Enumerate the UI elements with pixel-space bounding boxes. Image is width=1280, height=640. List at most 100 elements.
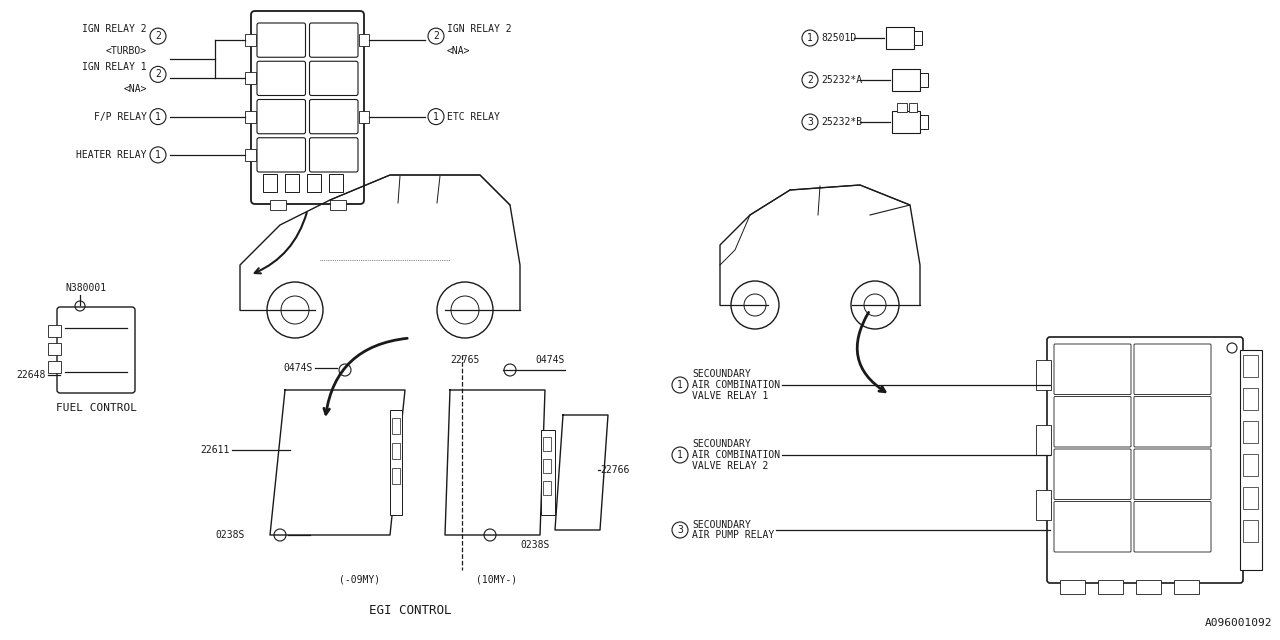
Bar <box>1098 580 1123 594</box>
FancyBboxPatch shape <box>1134 397 1211 447</box>
Text: F/P RELAY: F/P RELAY <box>95 111 147 122</box>
Text: 3: 3 <box>808 117 813 127</box>
Bar <box>891 111 919 133</box>
Bar <box>244 149 256 161</box>
Text: 22765: 22765 <box>451 355 480 365</box>
FancyBboxPatch shape <box>1134 449 1211 499</box>
Text: SECOUNDARY: SECOUNDARY <box>692 439 751 449</box>
FancyBboxPatch shape <box>310 23 358 57</box>
Text: <NA>: <NA> <box>447 46 471 56</box>
Text: 0474S: 0474S <box>284 363 314 373</box>
Text: 25232*B: 25232*B <box>820 117 863 127</box>
Text: 0238S: 0238S <box>215 530 244 540</box>
Text: 1: 1 <box>677 380 684 390</box>
Bar <box>392 468 399 484</box>
Bar <box>1243 421 1258 443</box>
FancyBboxPatch shape <box>1053 397 1132 447</box>
Bar <box>330 200 346 210</box>
Bar <box>891 69 919 91</box>
Text: <TURBO>: <TURBO> <box>106 46 147 56</box>
FancyBboxPatch shape <box>1053 344 1132 394</box>
Bar <box>543 437 550 451</box>
Text: 2: 2 <box>155 31 161 41</box>
Bar <box>1060 580 1085 594</box>
Bar <box>919 73 928 87</box>
Text: AIR PUMP RELAY: AIR PUMP RELAY <box>692 531 774 541</box>
Text: 22611: 22611 <box>201 445 230 455</box>
FancyBboxPatch shape <box>1134 344 1211 394</box>
Polygon shape <box>445 390 545 535</box>
Text: IGN RELAY 2: IGN RELAY 2 <box>82 24 147 34</box>
Text: FUEL CONTROL: FUEL CONTROL <box>55 403 137 413</box>
Text: HEATER RELAY: HEATER RELAY <box>77 150 147 160</box>
FancyBboxPatch shape <box>310 138 358 172</box>
Text: AIR COMBINATION: AIR COMBINATION <box>692 380 780 390</box>
Bar <box>1243 454 1258 476</box>
Text: 25232*A: 25232*A <box>820 75 863 85</box>
FancyBboxPatch shape <box>310 61 358 95</box>
Bar <box>49 343 61 355</box>
Text: (-09MY): (-09MY) <box>339 575 380 585</box>
FancyBboxPatch shape <box>251 11 364 204</box>
Bar <box>886 27 914 49</box>
Bar <box>1243 388 1258 410</box>
FancyBboxPatch shape <box>58 307 134 393</box>
Text: IGN RELAY 2: IGN RELAY 2 <box>447 24 512 34</box>
Text: N380001: N380001 <box>65 283 106 293</box>
Text: 1: 1 <box>808 33 813 43</box>
Text: SECOUNDARY: SECOUNDARY <box>692 369 751 379</box>
FancyBboxPatch shape <box>1053 449 1132 499</box>
Text: 2: 2 <box>433 31 439 41</box>
Text: 1: 1 <box>433 111 439 122</box>
Bar <box>244 111 256 123</box>
FancyBboxPatch shape <box>257 99 306 134</box>
Polygon shape <box>270 390 404 535</box>
Text: 0238S: 0238S <box>520 540 549 550</box>
Bar <box>392 418 399 434</box>
Bar <box>329 174 343 192</box>
Text: 1: 1 <box>155 111 161 122</box>
FancyBboxPatch shape <box>257 61 306 95</box>
FancyBboxPatch shape <box>257 138 306 172</box>
FancyBboxPatch shape <box>310 99 358 134</box>
FancyBboxPatch shape <box>1134 502 1211 552</box>
Bar <box>390 410 402 515</box>
Text: AIR COMBINATION: AIR COMBINATION <box>692 450 780 460</box>
Polygon shape <box>556 415 608 530</box>
Bar <box>270 200 285 210</box>
Bar <box>358 34 369 46</box>
Bar <box>49 361 61 373</box>
Bar <box>1243 487 1258 509</box>
Text: 82501D: 82501D <box>820 33 856 43</box>
Bar <box>49 325 61 337</box>
Bar <box>541 430 556 515</box>
Bar <box>1174 580 1199 594</box>
FancyBboxPatch shape <box>1047 337 1243 583</box>
Bar <box>244 34 256 46</box>
Text: 1: 1 <box>677 450 684 460</box>
Text: IGN RELAY 1: IGN RELAY 1 <box>82 62 147 72</box>
Text: SECOUNDARY: SECOUNDARY <box>692 520 751 529</box>
Text: 22648: 22648 <box>17 370 46 380</box>
FancyBboxPatch shape <box>257 23 306 57</box>
Bar <box>896 103 906 112</box>
Text: 0474S: 0474S <box>535 355 564 365</box>
Bar <box>543 481 550 495</box>
Text: 3: 3 <box>677 525 684 535</box>
Text: ETC RELAY: ETC RELAY <box>447 111 500 122</box>
Bar <box>1240 350 1262 570</box>
Text: A096001092: A096001092 <box>1204 618 1272 628</box>
Bar <box>1036 360 1051 390</box>
Bar <box>1243 520 1258 542</box>
Text: VALVE RELAY 2: VALVE RELAY 2 <box>692 461 768 471</box>
Bar <box>285 174 300 192</box>
Bar <box>914 31 922 45</box>
FancyBboxPatch shape <box>1053 502 1132 552</box>
Text: EGI CONTROL: EGI CONTROL <box>369 604 452 616</box>
Text: 2: 2 <box>808 75 813 85</box>
Bar <box>909 103 916 112</box>
Text: (10MY-): (10MY-) <box>476 575 517 585</box>
Bar <box>1036 490 1051 520</box>
Bar <box>543 459 550 473</box>
Bar <box>244 72 256 84</box>
